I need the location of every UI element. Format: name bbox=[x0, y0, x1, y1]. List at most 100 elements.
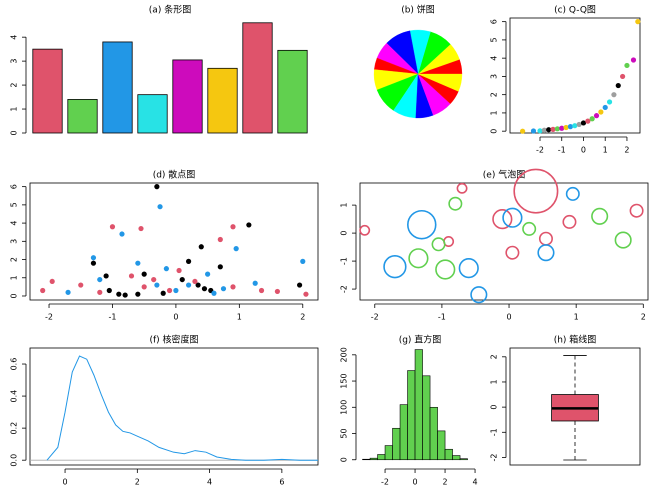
bubble bbox=[431, 237, 446, 252]
x-tick-label: 4 bbox=[207, 478, 212, 487]
point bbox=[185, 258, 192, 264]
plot-box bbox=[29, 182, 319, 301]
point bbox=[135, 260, 141, 266]
x-tick-label: 6 bbox=[279, 478, 284, 487]
point bbox=[274, 288, 281, 295]
panel-title: (h) 箱线图 bbox=[554, 334, 597, 346]
point bbox=[303, 291, 309, 297]
point bbox=[554, 126, 560, 132]
hist-bar bbox=[377, 454, 386, 461]
point bbox=[151, 276, 157, 283]
x-tick-label: 1 bbox=[237, 313, 242, 322]
point bbox=[106, 287, 112, 294]
point bbox=[154, 282, 160, 288]
x-tick-label: 0 bbox=[63, 478, 68, 487]
bubble bbox=[407, 209, 437, 240]
y-tick-label: -1 bbox=[340, 257, 349, 265]
bubble bbox=[591, 207, 609, 225]
hist-bar bbox=[459, 458, 468, 461]
x-tick-label: -1 bbox=[558, 146, 566, 155]
point bbox=[176, 267, 182, 274]
point bbox=[602, 104, 608, 111]
panel-title: (f) 核密度图 bbox=[149, 334, 198, 346]
bar bbox=[172, 59, 203, 134]
density-line bbox=[46, 355, 318, 461]
bar bbox=[102, 41, 133, 134]
point bbox=[615, 82, 621, 89]
bubble bbox=[408, 248, 429, 269]
point bbox=[300, 258, 306, 264]
point bbox=[635, 19, 641, 25]
point bbox=[141, 284, 147, 290]
point bbox=[611, 92, 617, 98]
x-tick-label: 0 bbox=[506, 313, 511, 322]
x-tick-label: -2 bbox=[371, 313, 379, 322]
point bbox=[297, 282, 303, 288]
x-tick-label: 1 bbox=[603, 146, 608, 155]
x-tick-label: 0 bbox=[413, 478, 418, 487]
point bbox=[541, 127, 547, 133]
bubble bbox=[513, 168, 559, 214]
y-tick-label: 0.2 bbox=[10, 422, 19, 435]
point bbox=[185, 282, 192, 288]
point bbox=[217, 264, 223, 270]
y-tick-label: 1 bbox=[340, 203, 349, 208]
bubble bbox=[537, 244, 555, 262]
point bbox=[109, 224, 116, 230]
bar bbox=[277, 49, 308, 134]
point bbox=[201, 286, 208, 292]
point bbox=[563, 124, 569, 131]
y-tick-label: 0.6 bbox=[10, 358, 19, 371]
hist-bar bbox=[444, 448, 453, 461]
hist-bar bbox=[399, 404, 408, 461]
hist-bar bbox=[422, 375, 431, 461]
point bbox=[192, 278, 198, 285]
point bbox=[97, 276, 103, 283]
y-tick-label: 0.4 bbox=[10, 390, 19, 403]
bubble bbox=[458, 257, 479, 279]
y-tick-label: 3 bbox=[10, 239, 19, 244]
point bbox=[233, 246, 239, 252]
y-tick-label: 5 bbox=[10, 202, 19, 207]
x-tick-label: 1 bbox=[574, 313, 579, 322]
point bbox=[160, 290, 166, 296]
point bbox=[217, 236, 223, 243]
hist-bar bbox=[369, 457, 378, 461]
point bbox=[163, 266, 169, 272]
bubble bbox=[614, 231, 632, 249]
hist-bar bbox=[362, 458, 371, 461]
bubble bbox=[359, 224, 371, 236]
x-tick-label: 4 bbox=[473, 478, 478, 487]
point bbox=[103, 273, 109, 279]
x-tick-label: -1 bbox=[108, 313, 116, 322]
point bbox=[211, 290, 217, 296]
bubble bbox=[562, 214, 577, 229]
y-tick-label: 2 bbox=[490, 92, 499, 97]
point bbox=[49, 278, 55, 285]
point bbox=[624, 62, 630, 69]
bubble bbox=[456, 182, 468, 194]
point bbox=[252, 280, 258, 286]
point bbox=[128, 273, 135, 279]
x-tick-label: 2 bbox=[443, 478, 448, 487]
pie-slice bbox=[417, 73, 463, 92]
x-tick-label: 2 bbox=[135, 478, 140, 487]
y-tick-label: 100 bbox=[340, 400, 349, 415]
bubble bbox=[565, 186, 580, 201]
plot-box bbox=[359, 182, 649, 301]
plot-box bbox=[509, 17, 641, 134]
bar bbox=[137, 94, 168, 134]
point bbox=[593, 113, 600, 119]
point bbox=[78, 282, 84, 288]
x-tick-label: 0 bbox=[581, 146, 586, 155]
y-tick-label: 6 bbox=[10, 184, 19, 189]
point bbox=[537, 128, 543, 134]
x-tick-label: -2 bbox=[45, 313, 53, 322]
point bbox=[135, 291, 141, 297]
x-tick-label: -1 bbox=[438, 313, 446, 322]
point bbox=[97, 289, 103, 295]
point bbox=[179, 276, 185, 283]
point bbox=[220, 286, 227, 292]
y-tick-label: 5 bbox=[490, 37, 499, 42]
